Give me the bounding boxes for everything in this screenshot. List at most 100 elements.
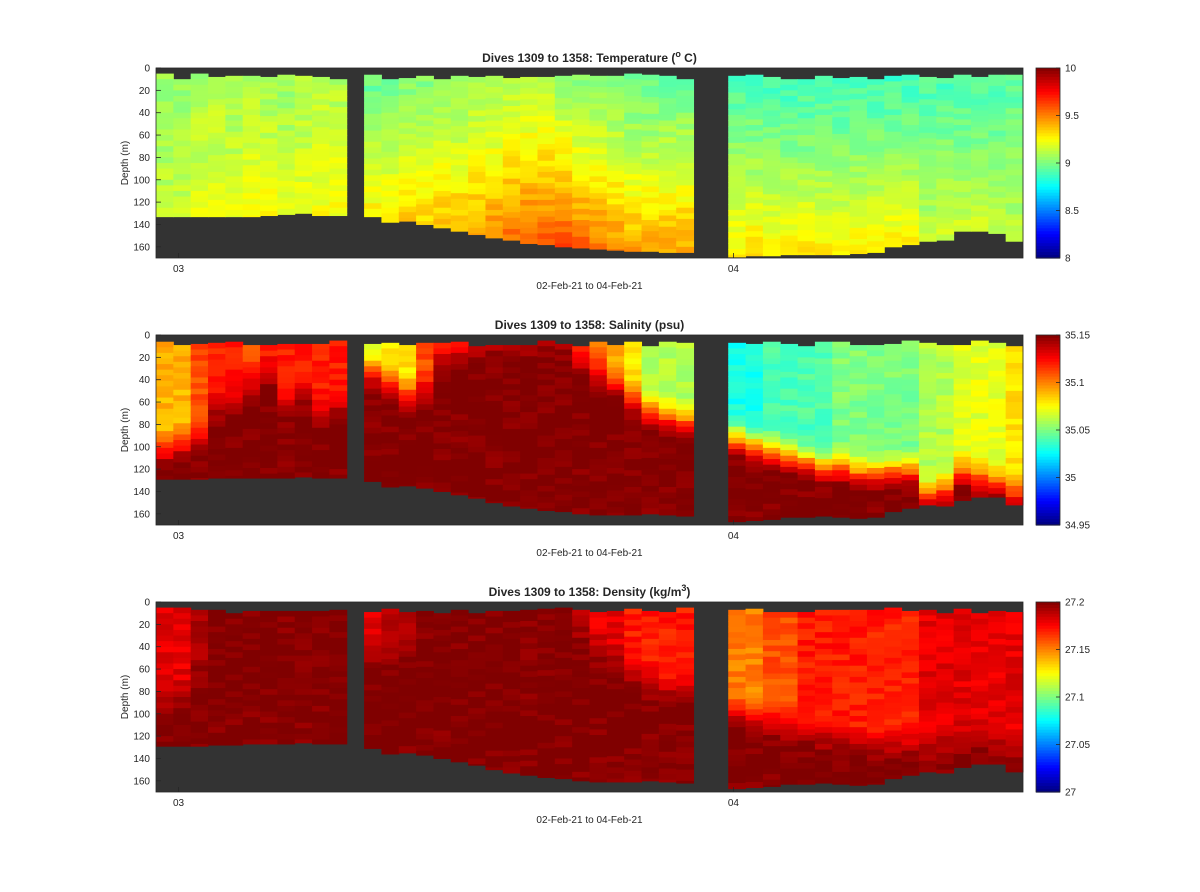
heatmap-cell: [294, 399, 313, 406]
heatmap-cell: [225, 425, 244, 432]
heatmap-cell: [953, 625, 972, 632]
heatmap-cell: [641, 130, 660, 137]
heatmap-cell: [572, 693, 590, 700]
heatmap-cell: [762, 375, 781, 382]
heatmap-cell: [260, 666, 278, 673]
heatmap-cell: [329, 727, 348, 734]
heatmap-cell: [572, 755, 590, 762]
heatmap-cell: [658, 656, 677, 663]
heatmap-cell: [208, 454, 226, 461]
heatmap-cell: [953, 367, 972, 374]
heatmap-cell: [745, 653, 764, 660]
heatmap-cell: [866, 361, 885, 368]
y-axis-label: Depth (m): [120, 675, 131, 719]
heatmap-cell: [450, 643, 469, 650]
heatmap-cell: [381, 454, 400, 461]
heatmap-cell: [780, 355, 799, 362]
heatmap-cell: [953, 737, 972, 744]
heatmap-cell: [260, 417, 278, 424]
heatmap-cell: [242, 400, 261, 408]
heatmap-cell: [641, 418, 660, 425]
heatmap-cell: [745, 186, 764, 193]
heatmap-cell: [728, 348, 747, 355]
heatmap-cell: [520, 110, 538, 117]
heatmap-cell: [208, 415, 226, 422]
heatmap-cell: [970, 758, 989, 765]
heatmap-cell: [398, 723, 417, 730]
heatmap-cell: [745, 236, 764, 243]
heatmap-cell: [658, 131, 677, 138]
heatmap-cell: [780, 667, 799, 675]
heatmap-cell: [866, 490, 885, 497]
heatmap-cell: [416, 415, 434, 422]
heatmap-cell: [624, 358, 643, 365]
heatmap-cell: [208, 637, 226, 644]
heatmap-cell: [745, 636, 764, 643]
heatmap-cell: [156, 341, 174, 348]
y-tick-label: 160: [133, 509, 150, 520]
heatmap-cell: [884, 355, 903, 362]
heatmap-cell: [468, 227, 486, 234]
heatmap-cell: [1005, 662, 1024, 669]
heatmap-cell: [364, 472, 382, 479]
heatmap-cell: [520, 490, 538, 497]
heatmap-cell: [520, 473, 538, 480]
heatmap-cell: [866, 473, 885, 480]
heatmap-cell: [572, 130, 590, 137]
heatmap-cell: [294, 383, 313, 390]
heatmap-cell: [225, 431, 244, 438]
heatmap-cell: [641, 385, 660, 392]
heatmap-cell: [641, 638, 660, 645]
heatmap-cell: [745, 726, 764, 733]
heatmap-cell: [485, 694, 504, 701]
colorbar-step: [1036, 495, 1060, 499]
heatmap-cell: [398, 462, 417, 469]
heatmap-cell: [520, 406, 538, 413]
heatmap-cell: [468, 697, 486, 704]
heatmap-cell: [658, 459, 677, 466]
heatmap-cell: [190, 151, 209, 158]
heatmap-cell: [364, 723, 382, 730]
heatmap-cell: [832, 392, 851, 399]
heatmap-cell: [502, 495, 521, 503]
heatmap-cell: [173, 151, 192, 158]
heatmap-cell: [884, 237, 903, 244]
heatmap-cell: [762, 634, 781, 641]
heatmap-cell: [953, 479, 972, 486]
heatmap-cell: [780, 494, 799, 501]
heatmap-cell: [364, 416, 382, 423]
heatmap-cell: [884, 646, 903, 653]
heatmap-cell: [970, 685, 989, 692]
heatmap-cell: [814, 170, 833, 177]
heatmap-cell: [658, 779, 677, 783]
heatmap-cell: [468, 713, 486, 720]
heatmap-cell: [520, 771, 538, 776]
heatmap-cell: [572, 136, 590, 143]
heatmap-cell: [676, 207, 695, 214]
heatmap-cell: [988, 733, 1007, 740]
heatmap-cell: [884, 377, 903, 384]
heatmap-cell: [433, 79, 452, 86]
colorbar-step: [1036, 121, 1060, 126]
heatmap-cell: [745, 686, 764, 694]
colorbar-step: [1036, 625, 1060, 630]
heatmap-cell: [762, 735, 781, 742]
heatmap-cell: [485, 501, 504, 504]
heatmap-cell: [520, 440, 538, 447]
heatmap-cell: [849, 676, 868, 683]
heatmap-cell: [242, 633, 261, 640]
heatmap-cell: [849, 166, 868, 173]
heatmap-cell: [728, 426, 747, 433]
heatmap-cell: [676, 460, 695, 467]
heatmap-cell: [156, 442, 174, 449]
heatmap-cell: [884, 427, 903, 434]
heatmap-cell: [866, 626, 885, 633]
heatmap-cell: [814, 743, 833, 751]
heatmap-cell: [762, 160, 781, 167]
heatmap-cell: [572, 766, 590, 773]
heatmap-cell: [797, 485, 816, 492]
heatmap-cell: [901, 225, 920, 232]
heatmap-cell: [797, 241, 816, 248]
heatmap-cell: [589, 142, 608, 149]
heatmap-cell: [242, 689, 261, 696]
